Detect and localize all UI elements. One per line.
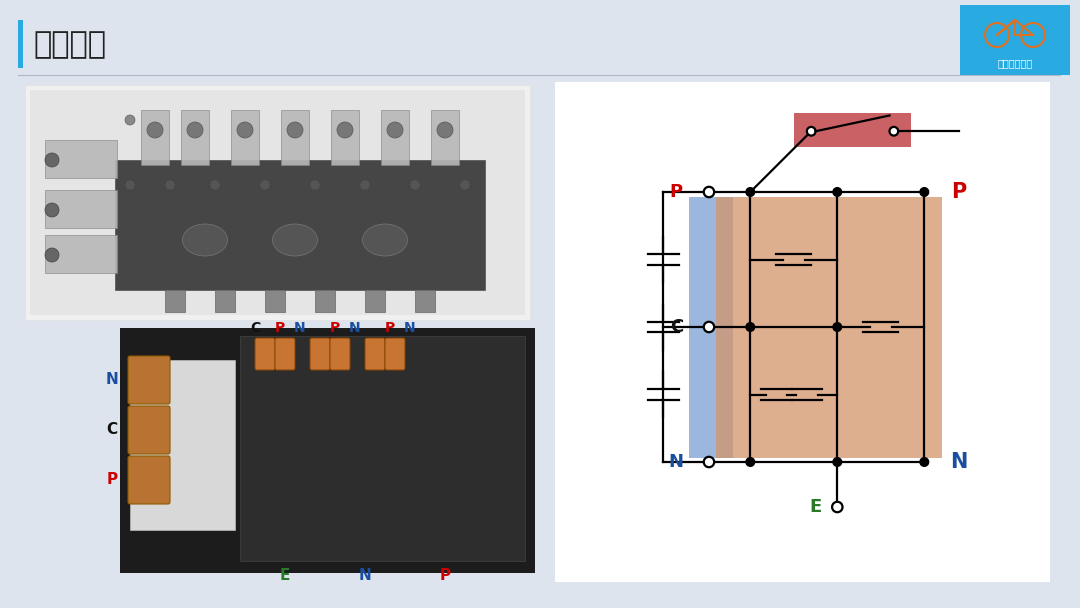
Bar xyxy=(25,85,530,320)
Circle shape xyxy=(920,188,928,196)
Bar xyxy=(141,110,168,165)
Circle shape xyxy=(746,188,754,196)
Bar xyxy=(231,110,259,165)
Bar xyxy=(165,290,185,312)
Text: P: P xyxy=(670,183,683,201)
Bar xyxy=(114,160,485,290)
Circle shape xyxy=(147,122,163,138)
Bar xyxy=(30,90,525,315)
Text: P: P xyxy=(440,567,450,582)
Bar xyxy=(365,290,384,312)
FancyBboxPatch shape xyxy=(275,338,295,370)
Bar xyxy=(715,196,942,457)
Circle shape xyxy=(45,248,59,262)
Circle shape xyxy=(260,180,270,190)
Ellipse shape xyxy=(363,224,407,256)
Text: N: N xyxy=(359,567,372,582)
Circle shape xyxy=(460,180,470,190)
Circle shape xyxy=(746,323,754,331)
Circle shape xyxy=(337,122,353,138)
Bar xyxy=(265,290,285,312)
Text: 汽车电子设计: 汽车电子设计 xyxy=(997,58,1032,68)
Circle shape xyxy=(704,322,714,332)
Circle shape xyxy=(834,323,841,331)
Circle shape xyxy=(704,187,714,197)
Circle shape xyxy=(387,122,403,138)
Bar xyxy=(215,290,235,312)
Text: P: P xyxy=(275,321,285,335)
Text: N: N xyxy=(349,321,361,335)
Bar xyxy=(45,235,117,273)
Bar xyxy=(240,336,525,561)
Circle shape xyxy=(410,180,420,190)
FancyBboxPatch shape xyxy=(330,338,350,370)
Text: 薄膜电容: 薄膜电容 xyxy=(33,30,106,60)
FancyBboxPatch shape xyxy=(129,356,170,404)
Bar xyxy=(794,113,912,147)
Circle shape xyxy=(237,122,253,138)
Circle shape xyxy=(832,502,842,512)
Text: N: N xyxy=(404,321,416,335)
Bar xyxy=(330,110,359,165)
Bar xyxy=(315,290,335,312)
Text: C: C xyxy=(249,321,260,335)
Bar xyxy=(689,196,733,457)
Circle shape xyxy=(210,180,220,190)
Bar xyxy=(431,110,459,165)
Circle shape xyxy=(125,115,135,125)
FancyBboxPatch shape xyxy=(129,406,170,454)
Ellipse shape xyxy=(272,224,318,256)
FancyBboxPatch shape xyxy=(384,338,405,370)
Circle shape xyxy=(45,203,59,217)
Text: P: P xyxy=(107,472,118,488)
Circle shape xyxy=(834,458,841,466)
Circle shape xyxy=(287,122,303,138)
Text: C: C xyxy=(107,423,118,438)
Circle shape xyxy=(125,180,135,190)
Text: P: P xyxy=(951,182,967,202)
FancyBboxPatch shape xyxy=(310,338,330,370)
Bar xyxy=(960,5,1070,75)
Circle shape xyxy=(890,127,899,136)
Circle shape xyxy=(45,153,59,167)
Bar xyxy=(181,110,210,165)
Circle shape xyxy=(165,180,175,190)
Text: N: N xyxy=(950,452,968,472)
Circle shape xyxy=(310,180,320,190)
Bar xyxy=(120,328,535,573)
Bar xyxy=(45,190,117,228)
Bar xyxy=(381,110,409,165)
Circle shape xyxy=(437,122,453,138)
Text: P: P xyxy=(384,321,395,335)
FancyBboxPatch shape xyxy=(255,338,275,370)
Circle shape xyxy=(704,457,714,467)
Circle shape xyxy=(187,122,203,138)
Bar xyxy=(45,140,117,178)
Text: C: C xyxy=(670,318,683,336)
Text: N: N xyxy=(294,321,306,335)
Text: E: E xyxy=(809,498,822,516)
Text: E: E xyxy=(280,567,291,582)
Text: N: N xyxy=(106,373,119,387)
Circle shape xyxy=(807,127,815,136)
Circle shape xyxy=(834,188,841,196)
Bar xyxy=(18,20,23,68)
Bar xyxy=(415,290,435,312)
Bar xyxy=(281,110,309,165)
Circle shape xyxy=(360,180,370,190)
Circle shape xyxy=(920,458,928,466)
FancyBboxPatch shape xyxy=(129,456,170,504)
Bar xyxy=(130,360,235,530)
Text: P: P xyxy=(329,321,340,335)
Text: N: N xyxy=(669,453,684,471)
Circle shape xyxy=(746,458,754,466)
Ellipse shape xyxy=(183,224,228,256)
Bar xyxy=(555,82,1050,582)
FancyBboxPatch shape xyxy=(365,338,384,370)
